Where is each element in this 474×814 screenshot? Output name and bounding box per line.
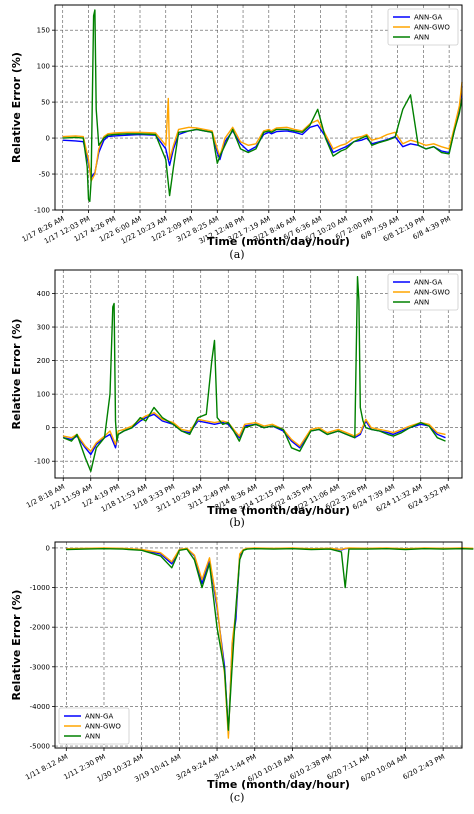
y-tick-label: 400 — [37, 290, 50, 298]
y-tick-label: 100 — [37, 391, 50, 399]
y-tick-label: -100 — [34, 458, 50, 466]
y-tick-label: 150 — [37, 27, 50, 35]
y-tick-label: 0 — [46, 544, 50, 552]
x-axis-label: Time (month/day/hour) — [207, 778, 350, 791]
x-axis-label: Time (month/day/hour) — [207, 235, 350, 248]
legend: ANN-GA ANN-GWO ANN — [387, 273, 459, 311]
y-tick-label: -4000 — [30, 703, 50, 711]
series-line-ann — [62, 9, 463, 203]
legend-box — [387, 273, 459, 311]
y-axis-label: Relative Error (%) — [10, 319, 23, 430]
y-axis-label: Relative Error (%) — [10, 590, 23, 701]
y-tick-label: 50 — [41, 99, 50, 107]
y-tick-label: 0 — [46, 135, 50, 143]
y-tick-label: 0 — [46, 424, 50, 432]
series-line-ann-gwo — [62, 81, 463, 182]
legend-entry: ANN-GA — [414, 14, 442, 22]
legend-entry: ANN-GA — [414, 279, 442, 287]
legend-box — [387, 8, 459, 46]
y-tick-label: -100 — [34, 207, 50, 215]
y-tick-label: 100 — [37, 63, 50, 71]
legend-entry: ANN-GA — [85, 713, 113, 721]
x-tick-label: 1/11 8:12 AM — [24, 753, 69, 782]
grid-lines — [55, 5, 462, 211]
legend-box — [58, 707, 130, 745]
grid-lines — [55, 270, 462, 478]
y-tick-label: -50 — [39, 171, 50, 179]
series-line-ann — [66, 548, 474, 731]
y-tick-label: 200 — [37, 357, 50, 365]
x-axis-label: Time (month/day/hour) — [207, 504, 350, 517]
series-line-ann-gwo — [66, 547, 474, 739]
legend: ANN-GA ANN-GWO ANN — [58, 707, 130, 745]
legend-entry: ANN-GWO — [414, 289, 450, 297]
y-tick-label: -1000 — [30, 584, 50, 592]
legend-entry: ANN-GWO — [85, 723, 121, 731]
y-axis-label: Relative Error (%) — [10, 52, 23, 163]
panel-caption: (c) — [230, 791, 245, 804]
legend-entry: ANN — [85, 733, 100, 741]
series-line-ann — [63, 276, 446, 472]
legend-entry: ANN-GWO — [414, 24, 450, 32]
x-tick-label: 6/20 2:43 PM — [402, 753, 447, 782]
y-tick-label: 300 — [37, 324, 50, 332]
plot-frame — [54, 4, 463, 211]
plot-frame — [54, 541, 463, 749]
series-line-ann-ga — [62, 86, 463, 179]
panel-caption: (a) — [229, 248, 244, 261]
plot-frame — [54, 269, 463, 479]
y-tick-label: -3000 — [30, 663, 50, 671]
legend-entry: ANN — [414, 299, 429, 307]
legend-entry: ANN — [414, 34, 429, 42]
panel-caption: (b) — [229, 516, 245, 529]
y-tick-label: -2000 — [30, 624, 50, 632]
series-line-ann-gwo — [63, 411, 446, 452]
legend: ANN-GA ANN-GWO ANN — [387, 8, 459, 46]
y-tick-label: -5000 — [30, 743, 50, 751]
